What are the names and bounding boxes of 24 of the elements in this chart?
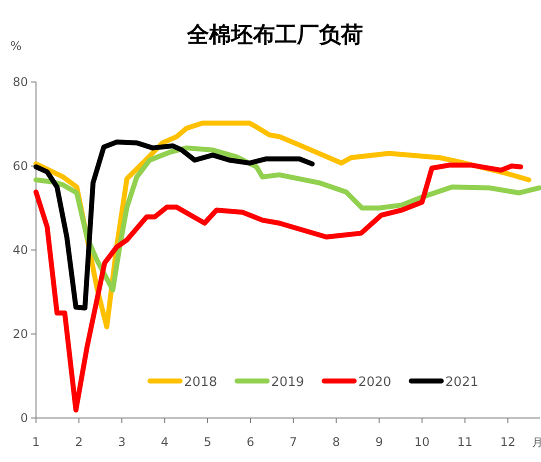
x-tick-label: 8 bbox=[332, 435, 340, 449]
y-tick-label: 80 bbox=[12, 75, 28, 89]
x-axis-title: 月 bbox=[532, 436, 541, 449]
legend-label: 2019 bbox=[271, 375, 304, 390]
y-tick-label: 0 bbox=[20, 411, 28, 425]
x-tick-label: 1 bbox=[32, 435, 40, 449]
x-tick-label: 6 bbox=[246, 435, 254, 449]
x-tick-label: 9 bbox=[375, 435, 383, 449]
y-tick-label: 60 bbox=[12, 159, 28, 173]
x-tick-label: 11 bbox=[457, 435, 473, 449]
x-tick-label: 5 bbox=[204, 435, 212, 449]
chart-title: 全棉坯布工厂负荷 bbox=[186, 23, 363, 48]
y-tick-label: 40 bbox=[12, 243, 28, 257]
x-tick-label: 2 bbox=[75, 435, 83, 449]
x-tick-label: 12 bbox=[500, 435, 516, 449]
x-tick-label: 10 bbox=[414, 435, 430, 449]
x-tick-label: 7 bbox=[290, 435, 298, 449]
legend-label: 2018 bbox=[184, 375, 218, 390]
y-axis-title: % bbox=[10, 39, 22, 53]
x-tick-label: 4 bbox=[160, 435, 168, 449]
y-tick-label: 20 bbox=[12, 327, 28, 341]
legend-label: 2020 bbox=[358, 375, 392, 390]
legend-label: 2021 bbox=[445, 375, 478, 390]
x-tick-label: 3 bbox=[118, 435, 126, 449]
